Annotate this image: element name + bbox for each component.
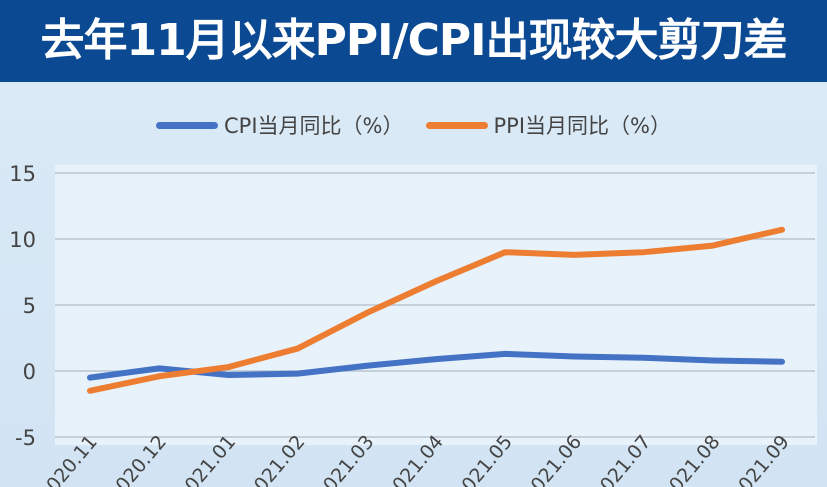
y-tick-label: 10 (9, 228, 36, 252)
y-tick-label: -5 (15, 426, 36, 450)
chart-title: 去年11月以来PPI/CPI出现较大剪刀差 (0, 0, 827, 82)
legend-swatch-ppi (425, 121, 488, 129)
legend-item-cpi: CPI当月同比（%） (156, 110, 404, 140)
legend-label-cpi: CPI当月同比（%） (224, 114, 404, 138)
legend-swatch-cpi (156, 121, 219, 129)
legend-item-ppi: PPI当月同比（%） (425, 110, 671, 140)
legend-label-ppi: PPI当月同比（%） (493, 114, 671, 138)
y-tick-label: 15 (9, 162, 36, 186)
legend: CPI当月同比（%） PPI当月同比（%） (0, 110, 827, 140)
y-tick-label: 0 (23, 360, 36, 384)
y-tick-label: 5 (23, 294, 36, 318)
